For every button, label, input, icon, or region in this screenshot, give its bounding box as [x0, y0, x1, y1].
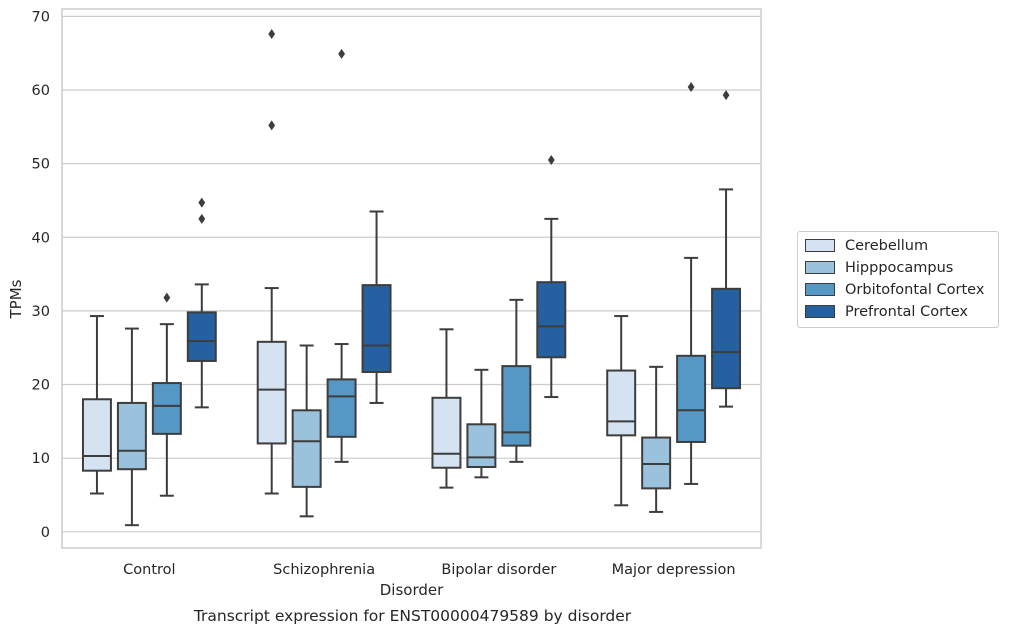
legend-swatch-cerebellum	[805, 239, 835, 252]
box	[606, 369, 637, 437]
outlier-point	[198, 197, 206, 208]
box	[291, 409, 322, 488]
legend: Cerebellum Hipppocampus Orbitofontal Cor…	[797, 231, 999, 328]
outlier-point	[722, 90, 730, 101]
y-axis-label: TPMs	[7, 279, 25, 319]
y-tick-label: 40	[32, 230, 50, 246]
box	[81, 398, 112, 472]
legend-label: Cerebellum	[845, 237, 929, 254]
legend-item-hippocampus: Hipppocampus	[805, 259, 953, 276]
legend-item-prefrontal: Prefrontal Cortex	[805, 303, 968, 320]
x-tick-label: Control	[123, 562, 175, 578]
legend-swatch-hippocampus	[805, 261, 835, 274]
box	[536, 281, 567, 359]
x-tick-label: Bipolar disorder	[441, 562, 556, 578]
box	[431, 396, 462, 469]
y-tick-label: 20	[32, 378, 50, 394]
outlier-point	[268, 120, 276, 131]
legend-item-orbitofrontal: Orbitofontal Cortex	[805, 281, 984, 298]
outlier-point	[198, 213, 206, 224]
legend-label: Orbitofontal Cortex	[845, 281, 985, 298]
y-axis-label-wrap: TPMs	[6, 140, 26, 460]
y-tick-label: 30	[32, 304, 50, 320]
box	[186, 311, 217, 362]
box	[326, 378, 357, 438]
box	[501, 365, 532, 447]
x-tick-label: Major depression	[612, 562, 736, 578]
x-tick-label: Schizophrenia	[273, 562, 375, 578]
outlier-point	[163, 292, 171, 303]
box	[676, 354, 707, 443]
y-tick-label: 70	[32, 9, 50, 25]
figure-caption: Transcript expression for ENST0000047958…	[193, 607, 632, 625]
box	[256, 340, 287, 445]
box	[116, 401, 147, 471]
plot-frame	[61, 8, 762, 549]
y-tick-label: 10	[32, 451, 50, 467]
box	[641, 436, 672, 490]
x-axis-label: Disorder	[379, 581, 444, 599]
outlier-point	[687, 82, 695, 93]
legend-swatch-prefrontal	[805, 305, 835, 318]
y-tick-label: 60	[32, 83, 50, 99]
legend-label: Prefrontal Cortex	[845, 303, 968, 320]
legend-swatch-orbitofrontal	[805, 283, 835, 296]
legend-item-cerebellum: Cerebellum	[805, 237, 928, 254]
box	[361, 284, 392, 374]
outlier-point	[268, 29, 276, 40]
outlier-point	[338, 48, 345, 59]
y-tick-label: 0	[41, 525, 50, 541]
y-tick-label: 50	[32, 157, 50, 173]
outlier-point	[547, 154, 555, 165]
legend-label: Hipppocampus	[845, 259, 954, 276]
box	[466, 423, 497, 469]
box	[711, 287, 742, 390]
box	[151, 382, 182, 435]
